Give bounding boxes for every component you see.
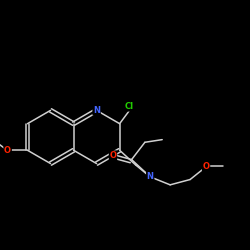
Text: O: O — [4, 146, 11, 155]
Text: O: O — [202, 162, 209, 171]
Text: N: N — [93, 106, 100, 115]
Text: N: N — [147, 172, 154, 181]
Text: O: O — [110, 151, 116, 160]
Text: Cl: Cl — [124, 102, 134, 111]
